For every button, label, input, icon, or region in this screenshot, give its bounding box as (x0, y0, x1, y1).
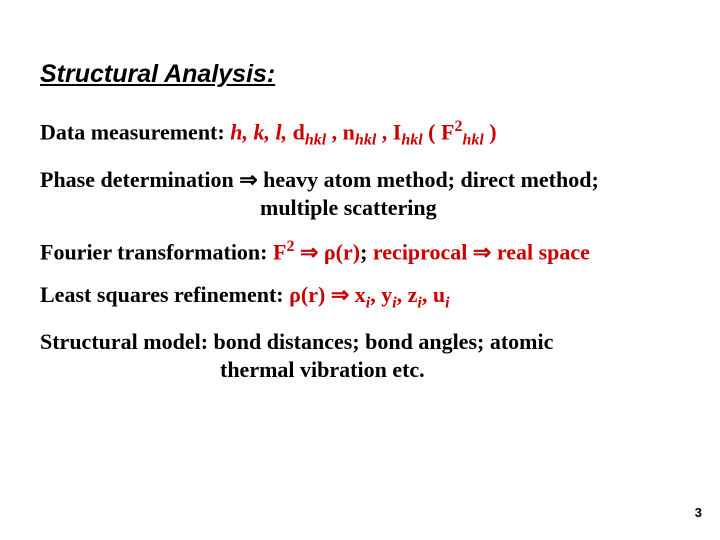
F: F (441, 119, 454, 144)
sep: , (326, 119, 343, 144)
semi: ; (360, 239, 373, 264)
y: y (381, 282, 392, 307)
page-number: 3 (695, 505, 702, 520)
arrow-icon: ⇒ (331, 282, 349, 307)
x: x (355, 282, 366, 307)
F: F (273, 239, 286, 264)
line-phase-determination: Phase determination ⇒ heavy atom method;… (40, 166, 680, 223)
comma: , (397, 282, 408, 307)
slide: Structural Analysis: Data measurement: h… (0, 0, 720, 540)
rho-paren: (r) (301, 282, 331, 307)
arrow-icon: ⇒ (300, 239, 318, 264)
line-structural-model: Structural model: bond distances; bond a… (40, 328, 680, 385)
rho: ρ (324, 239, 336, 264)
label: Least squares refinement: (40, 282, 289, 307)
comma: , (422, 282, 433, 307)
real-space: real space (491, 239, 590, 264)
text-cont: thermal vibration etc. (40, 356, 680, 385)
u: u (433, 282, 445, 307)
label: Data measurement: (40, 119, 230, 144)
text: heavy atom method; direct method; (258, 167, 599, 192)
line-least-squares: Least squares refinement: ρ(r) ⇒ xi, yi,… (40, 281, 680, 314)
comma: , (370, 282, 381, 307)
label: Phase determination (40, 167, 239, 192)
sep: , (376, 119, 393, 144)
close-paren: ) (484, 119, 497, 144)
I-sub: hkl (401, 132, 422, 149)
line-data-measurement: Data measurement: h, k, l, dhkl , nhkl ,… (40, 117, 680, 152)
rho: ρ (289, 282, 301, 307)
d-sub: hkl (305, 132, 326, 149)
arrow-icon: ⇒ (473, 239, 491, 264)
text-cont: multiple scattering (40, 194, 680, 223)
n: n (343, 119, 355, 144)
n-sub: hkl (355, 132, 376, 149)
F-sub: hkl (462, 132, 483, 149)
slide-title: Structural Analysis: (40, 60, 680, 89)
text: Structural model: bond distances; bond a… (40, 329, 553, 354)
label: Fourier transformation: (40, 239, 273, 264)
u-sub: i (445, 294, 449, 311)
arrow-icon: ⇒ (239, 167, 257, 192)
d: d (293, 119, 305, 144)
hkl-italics: h, k, l, (230, 119, 292, 144)
rho-paren: (r) (336, 239, 360, 264)
line-fourier: Fourier transformation: F2 ⇒ ρ(r); recip… (40, 237, 680, 267)
reciprocal: reciprocal (373, 239, 473, 264)
z: z (408, 282, 418, 307)
open-paren: ( (423, 119, 441, 144)
